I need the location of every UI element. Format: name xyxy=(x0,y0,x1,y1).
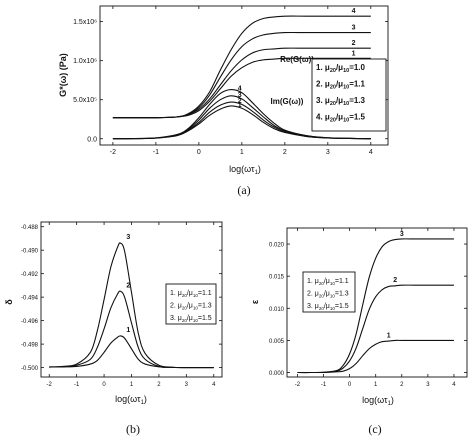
x-tick-label: -1 xyxy=(153,149,159,156)
x-tick-label: 3 xyxy=(326,149,330,156)
legend: 1. μ20/μ10=1.1 2. μ20/μ10=1.3 3. μ20/μ10=1… xyxy=(165,283,217,325)
legend-entry: 1. μ20/μ10=1.1 xyxy=(170,290,212,298)
x-tick-label: 3 xyxy=(426,382,430,388)
curve-number-im-1: 1 xyxy=(238,102,242,109)
legend-entry: 2. μ20/μ10=1.3 xyxy=(307,291,349,299)
curve-number-3: 3 xyxy=(400,231,404,238)
x-tick-label: 3 xyxy=(185,382,189,388)
x-tick-label: -1 xyxy=(321,382,327,388)
curve-number-im-3: 3 xyxy=(238,92,242,99)
curve-number-im-4: 4 xyxy=(238,86,242,93)
x-tick-label: 0 xyxy=(197,149,201,156)
x-tick-label: 4 xyxy=(452,382,456,388)
x-tick-label: 2 xyxy=(400,382,404,388)
y-axis-label: G*(ω) (Pa) xyxy=(58,53,68,97)
x-tick-label: -2 xyxy=(47,382,53,388)
legend-box xyxy=(311,58,387,132)
series-line-re-4 xyxy=(112,15,371,119)
y-tick-label: -0.488 xyxy=(21,225,39,231)
curve-number-re-2: 2 xyxy=(352,40,356,47)
y-tick-label: -0.494 xyxy=(21,296,39,302)
y-tick-label: -0.500 xyxy=(21,366,39,372)
legend: 1. μ20/μ10=1.0 2. μ20/μ10=1.1 3. μ20/μ10=1… xyxy=(311,58,387,132)
y-tick-label: 0.010 xyxy=(269,307,285,313)
x-tick-label: 0 xyxy=(348,382,352,388)
legend: 1. μ20/μ10=1.1 2. μ20/μ10=1.3 3. μ20/μ10=1… xyxy=(302,271,356,313)
x-tick-label: -2 xyxy=(295,382,301,388)
panel-caption: (c) xyxy=(368,422,381,436)
series-line-3 xyxy=(297,238,454,374)
plot-frame xyxy=(99,5,389,146)
chart-panel-c: -2 -1 0 1 2 3 4 0.000 0.005 0.010 0.015 0.020 ε log(ω… xyxy=(250,227,468,436)
chart-panel-b: -2 -1 0 1 2 3 4 -0.500 -0.498 -0.496 -0.494 -0.492 -… xyxy=(4,221,223,436)
x-tick-label: 1 xyxy=(374,382,378,388)
x-tick-label: 4 xyxy=(369,149,373,156)
y-axis-label: δ xyxy=(4,299,14,305)
legend-entry: 3. μ20/μ10=1.5 xyxy=(170,315,212,323)
y-tick-label: 0.015 xyxy=(269,275,285,281)
y-tick-label: 1.5x10⁶ xyxy=(73,19,97,26)
curve-number-re-1: 1 xyxy=(352,50,356,57)
series-line-1 xyxy=(297,339,454,374)
curve-number-1: 1 xyxy=(126,327,130,334)
annotation-re: Re(G(ω)) xyxy=(280,55,314,64)
legend-entry: 4. μ20/μ10=1.5 xyxy=(316,113,366,124)
panel-caption: (b) xyxy=(126,422,140,436)
y-tick-label: 0.000 xyxy=(269,371,285,377)
x-tick-label: 0 xyxy=(102,382,106,388)
curve-number-re-4: 4 xyxy=(352,8,356,15)
curve-number-re-3: 3 xyxy=(352,25,356,32)
y-tick-label: -0.492 xyxy=(21,272,39,278)
x-axis-label: log(ωτ1) xyxy=(115,394,147,406)
curve-number-2: 2 xyxy=(126,282,130,289)
x-axis-label: log(ωτ1) xyxy=(229,164,261,176)
series-line-1 xyxy=(49,335,214,369)
y-tick-label: -0.490 xyxy=(21,249,39,255)
legend-entry: 2. μ20/μ10=1.3 xyxy=(170,303,212,311)
plot-frame xyxy=(286,227,468,378)
annotation-im: Im(G(ω)) xyxy=(271,97,304,106)
curve-number-1: 1 xyxy=(387,332,391,339)
y-tick-label: -0.496 xyxy=(21,319,39,325)
legend-entry: 3. μ20/μ10=1.5 xyxy=(307,303,349,311)
x-tick-label: 4 xyxy=(212,382,216,388)
series-line-im-4 xyxy=(112,89,371,140)
y-tick-label: -0.498 xyxy=(21,343,39,349)
y-tick-label: 0.020 xyxy=(269,243,285,249)
legend-entry: 2. μ20/μ10=1.1 xyxy=(316,80,366,91)
curve-number-3: 3 xyxy=(126,234,130,241)
series-line-3 xyxy=(49,242,214,369)
legend-entry: 1. μ20/μ10=1.0 xyxy=(316,63,366,74)
x-axis-label: log(ωτ1) xyxy=(362,395,394,407)
y-tick-label: 1.0x10⁶ xyxy=(73,58,97,65)
x-tick-label: -1 xyxy=(74,382,80,388)
x-tick-label: -2 xyxy=(110,149,116,156)
legend-box xyxy=(165,283,217,325)
y-tick-label: 0.0 xyxy=(87,136,97,143)
x-tick-label: 2 xyxy=(157,382,161,388)
x-tick-label: 2 xyxy=(283,149,287,156)
x-tick-label: 1 xyxy=(130,382,134,388)
y-axis-label: ε xyxy=(250,299,260,304)
legend-entry: 1. μ20/μ10=1.1 xyxy=(307,278,349,286)
y-tick-label: 5.0x10⁵ xyxy=(73,97,97,104)
curve-number-2: 2 xyxy=(393,277,397,284)
y-tick-label: 0.005 xyxy=(269,339,285,345)
x-tick-label: 1 xyxy=(240,149,244,156)
panel-caption: (a) xyxy=(237,183,250,197)
legend-box xyxy=(302,271,356,313)
curve-number-im-2: 2 xyxy=(238,98,242,105)
legend-entry: 3. μ20/μ10=1.3 xyxy=(316,96,366,107)
